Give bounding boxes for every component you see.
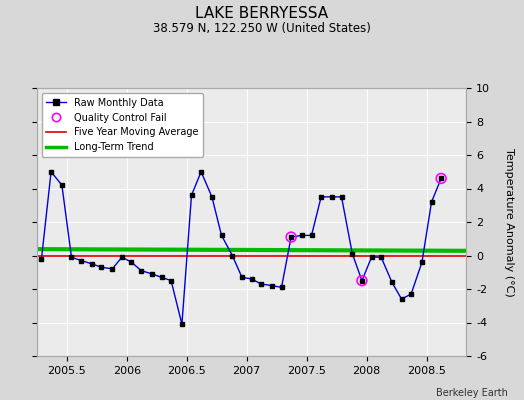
Point [437,175,445,182]
Text: 38.579 N, 122.250 W (United States): 38.579 N, 122.250 W (United States) [153,22,371,35]
Point [287,234,296,240]
Legend: Raw Monthly Data, Quality Control Fail, Five Year Moving Average, Long-Term Tren: Raw Monthly Data, Quality Control Fail, … [41,93,203,157]
Point [358,278,366,284]
Y-axis label: Temperature Anomaly (°C): Temperature Anomaly (°C) [504,148,514,296]
Text: LAKE BERRYESSA: LAKE BERRYESSA [195,6,329,21]
Text: Berkeley Earth: Berkeley Earth [436,388,508,398]
